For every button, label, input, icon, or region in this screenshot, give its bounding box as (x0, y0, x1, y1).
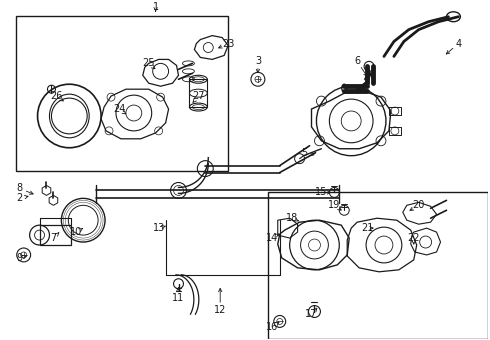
Text: 3: 3 (255, 56, 261, 66)
Text: 10: 10 (70, 227, 82, 237)
Bar (16, 16, 228, 171)
Bar (190, 79, 207, 107)
Text: 15: 15 (315, 187, 328, 198)
Text: 27: 27 (192, 91, 205, 101)
Text: 17: 17 (305, 309, 318, 320)
Text: 16: 16 (266, 322, 278, 333)
Text: 7: 7 (50, 233, 56, 243)
Text: 22: 22 (408, 233, 420, 243)
Text: 25: 25 (143, 58, 155, 68)
Text: 11: 11 (172, 293, 185, 303)
Text: 13: 13 (152, 223, 165, 233)
Text: 26: 26 (50, 91, 63, 101)
Text: 1: 1 (152, 2, 159, 12)
Text: 18: 18 (286, 213, 298, 223)
Bar (40, 225, 72, 245)
Text: 21: 21 (361, 223, 373, 233)
Text: 19: 19 (328, 200, 341, 210)
Text: 20: 20 (413, 200, 425, 210)
Text: 8: 8 (17, 184, 23, 193)
Text: 23: 23 (222, 38, 234, 49)
Bar (268, 192, 488, 339)
Text: 4: 4 (455, 38, 462, 49)
Text: 9: 9 (17, 253, 23, 263)
Bar (389, 107, 401, 115)
Text: 24: 24 (113, 104, 125, 114)
Text: 5: 5 (301, 148, 308, 158)
Bar (389, 127, 401, 135)
Text: 6: 6 (354, 56, 360, 66)
Text: 12: 12 (214, 305, 226, 314)
Text: 14: 14 (266, 233, 278, 243)
Text: 2: 2 (17, 193, 23, 203)
